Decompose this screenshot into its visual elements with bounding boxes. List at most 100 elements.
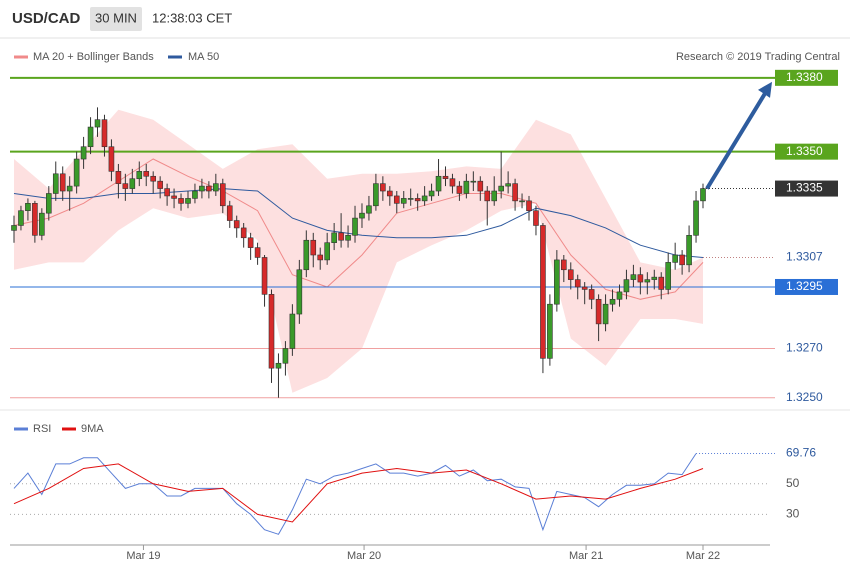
- candle-body: [94, 119, 101, 128]
- level-label: 1.3307: [786, 250, 823, 264]
- candle-body: [672, 254, 678, 263]
- candle-body: [484, 190, 491, 202]
- candle-body: [373, 183, 379, 207]
- candle-body: [206, 185, 212, 192]
- level-label: 1.3350: [786, 144, 823, 158]
- candle-body: [87, 126, 94, 148]
- candle-body: [18, 210, 24, 226]
- candle-body: [547, 303, 553, 359]
- x-tick-label: Mar 20: [347, 550, 381, 562]
- candle-body: [115, 171, 122, 184]
- rsi-line: [13, 463, 704, 523]
- candle-body: [219, 183, 226, 207]
- x-tick-label: Mar 22: [686, 550, 720, 562]
- level-label: 1.3270: [786, 341, 823, 355]
- candle-body: [637, 274, 644, 283]
- candle-body: [199, 185, 205, 192]
- bollinger-band: [14, 109, 703, 393]
- ma20-line: [13, 158, 704, 300]
- candle-body: [595, 298, 602, 325]
- legend-label: MA 20 + Bollinger Bands: [33, 51, 154, 63]
- candle-body: [449, 178, 456, 187]
- candle-body: [428, 190, 435, 197]
- candle-body: [679, 254, 685, 266]
- legend-label: MA 50: [188, 51, 219, 63]
- candle-body: [192, 190, 198, 199]
- candle-body: [540, 225, 546, 359]
- candle-body: [303, 239, 310, 271]
- candle-body: [157, 180, 163, 189]
- candle-body: [498, 185, 504, 192]
- candle-body: [581, 286, 588, 290]
- candle-body: [226, 205, 233, 221]
- credit: Research © 2019 Trading Central: [676, 51, 840, 63]
- candle-body: [59, 173, 66, 192]
- candle-body: [359, 212, 365, 219]
- candle-body: [310, 239, 317, 256]
- level-box: [775, 278, 838, 295]
- interval-box: [90, 7, 142, 31]
- candle-body: [143, 171, 150, 177]
- candle-body: [380, 183, 386, 192]
- candle-body: [658, 276, 665, 290]
- rsi-tick-label: 50: [786, 476, 800, 490]
- candle-body: [289, 313, 296, 349]
- candle-body: [171, 195, 177, 199]
- candle-body: [387, 190, 393, 197]
- target-arrowhead: [758, 81, 772, 98]
- candle-body: [25, 203, 31, 212]
- candle-body: [665, 262, 672, 290]
- candle-body: [108, 146, 115, 172]
- rsi-last-label: 69.76: [786, 446, 816, 460]
- candle-body: [52, 173, 59, 194]
- level-label: 1.3380: [786, 70, 823, 84]
- candle-body: [609, 298, 616, 305]
- candle-body: [400, 198, 407, 204]
- candle-body: [233, 220, 240, 229]
- candle-body: [45, 193, 52, 214]
- candle-body: [533, 210, 539, 226]
- candle-body: [178, 198, 184, 204]
- candle-body: [421, 195, 428, 202]
- candle-body: [73, 158, 80, 187]
- rsi-tick-label: 30: [786, 507, 800, 521]
- candle-body: [213, 183, 219, 192]
- candle-body: [512, 183, 518, 202]
- level-box: [775, 69, 838, 86]
- candle-body: [366, 205, 372, 214]
- candle-body: [261, 257, 268, 295]
- candle-body: [338, 232, 344, 241]
- candle-body: [574, 279, 581, 288]
- candle-body: [644, 279, 651, 283]
- candle-body: [470, 180, 477, 183]
- candle-body: [282, 348, 289, 364]
- candle-body: [317, 254, 324, 261]
- candle-body: [32, 203, 38, 236]
- candle-body: [296, 269, 303, 315]
- target-arrow: [705, 90, 768, 190]
- candle-body: [567, 269, 574, 280]
- level-box: [775, 180, 838, 197]
- candle-body: [240, 227, 247, 239]
- candle-body: [275, 362, 282, 369]
- candle-body: [505, 183, 511, 187]
- candle-body: [435, 175, 442, 192]
- candle-body: [630, 274, 637, 280]
- candle-body: [254, 247, 261, 258]
- candle-body: [519, 200, 525, 203]
- candle-body: [122, 183, 129, 189]
- candle-body: [414, 198, 421, 202]
- candle-body: [101, 119, 108, 148]
- interval: 30 MIN: [95, 10, 137, 25]
- candle-body: [11, 225, 17, 231]
- candle-body: [39, 212, 45, 236]
- symbol: USD/CAD: [12, 10, 81, 27]
- candle-body: [164, 188, 170, 197]
- candle-body: [588, 289, 595, 300]
- rsi-legend-label: RSI: [33, 423, 51, 435]
- candle-body: [491, 190, 498, 202]
- candle-body: [616, 291, 623, 300]
- candle-body: [80, 146, 87, 160]
